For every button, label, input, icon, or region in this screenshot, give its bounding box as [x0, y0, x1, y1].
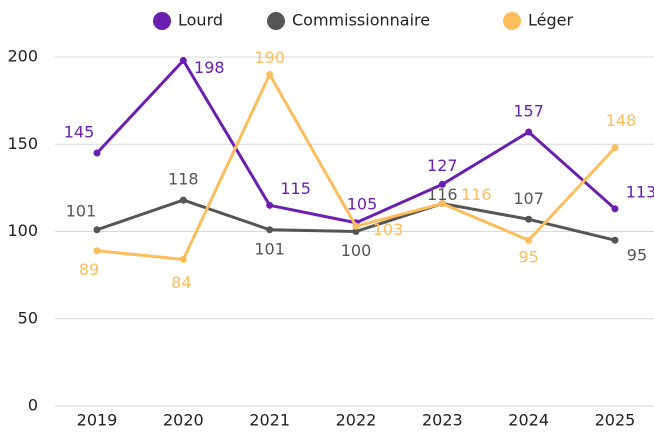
data-label: 190	[254, 48, 285, 67]
point	[611, 144, 619, 152]
x-tick-label: 2024	[508, 411, 549, 430]
y-tick-label: 0	[28, 396, 38, 415]
point	[266, 70, 274, 78]
point	[525, 128, 533, 136]
data-label: 107	[513, 189, 544, 208]
data-label: 84	[171, 273, 191, 292]
point	[179, 56, 187, 64]
data-label: 115	[280, 179, 311, 198]
point	[266, 201, 274, 209]
legend-marker	[267, 12, 285, 30]
data-label: 148	[606, 111, 637, 130]
data-label: 116	[427, 185, 458, 204]
point	[266, 226, 274, 234]
point	[179, 196, 187, 204]
point	[611, 236, 619, 244]
legend-label: Lourd	[178, 11, 223, 30]
legend-marker	[153, 12, 171, 30]
data-label: 103	[373, 220, 404, 239]
legend-marker	[503, 12, 521, 30]
data-label: 95	[627, 246, 647, 265]
point	[352, 222, 360, 230]
y-tick-label: 100	[7, 221, 38, 240]
x-tick-label: 2019	[77, 411, 118, 430]
data-label: 116	[461, 185, 492, 204]
data-label: 101	[254, 239, 285, 258]
y-tick-label: 200	[7, 47, 38, 66]
data-label: 113	[626, 182, 654, 201]
point	[438, 180, 446, 188]
legend-label: Léger	[528, 11, 573, 30]
legend-label: Commissionnaire	[292, 11, 430, 30]
point	[93, 226, 101, 234]
y-tick-label: 50	[18, 308, 38, 327]
y-tick-label: 150	[7, 134, 38, 153]
data-label: 145	[64, 122, 95, 141]
x-tick-label: 2020	[163, 411, 204, 430]
data-label: 89	[79, 260, 99, 279]
data-label: 127	[427, 156, 458, 175]
data-label: 118	[168, 170, 199, 189]
point	[438, 200, 446, 208]
x-tick-label: 2022	[336, 411, 377, 430]
point	[93, 149, 101, 157]
point	[93, 247, 101, 255]
data-label: 95	[518, 248, 538, 267]
x-tick-label: 2023	[422, 411, 463, 430]
data-label: 157	[513, 102, 544, 121]
point	[352, 228, 360, 235]
data-label: 198	[194, 58, 225, 77]
x-tick-label: 2025	[595, 411, 636, 430]
x-tick-label: 2021	[249, 411, 290, 430]
data-label: 101	[66, 201, 97, 220]
data-label: 100	[341, 241, 372, 260]
point	[525, 215, 533, 223]
point	[525, 236, 533, 244]
point	[611, 205, 619, 213]
data-label: 105	[347, 194, 378, 213]
point	[179, 255, 187, 263]
